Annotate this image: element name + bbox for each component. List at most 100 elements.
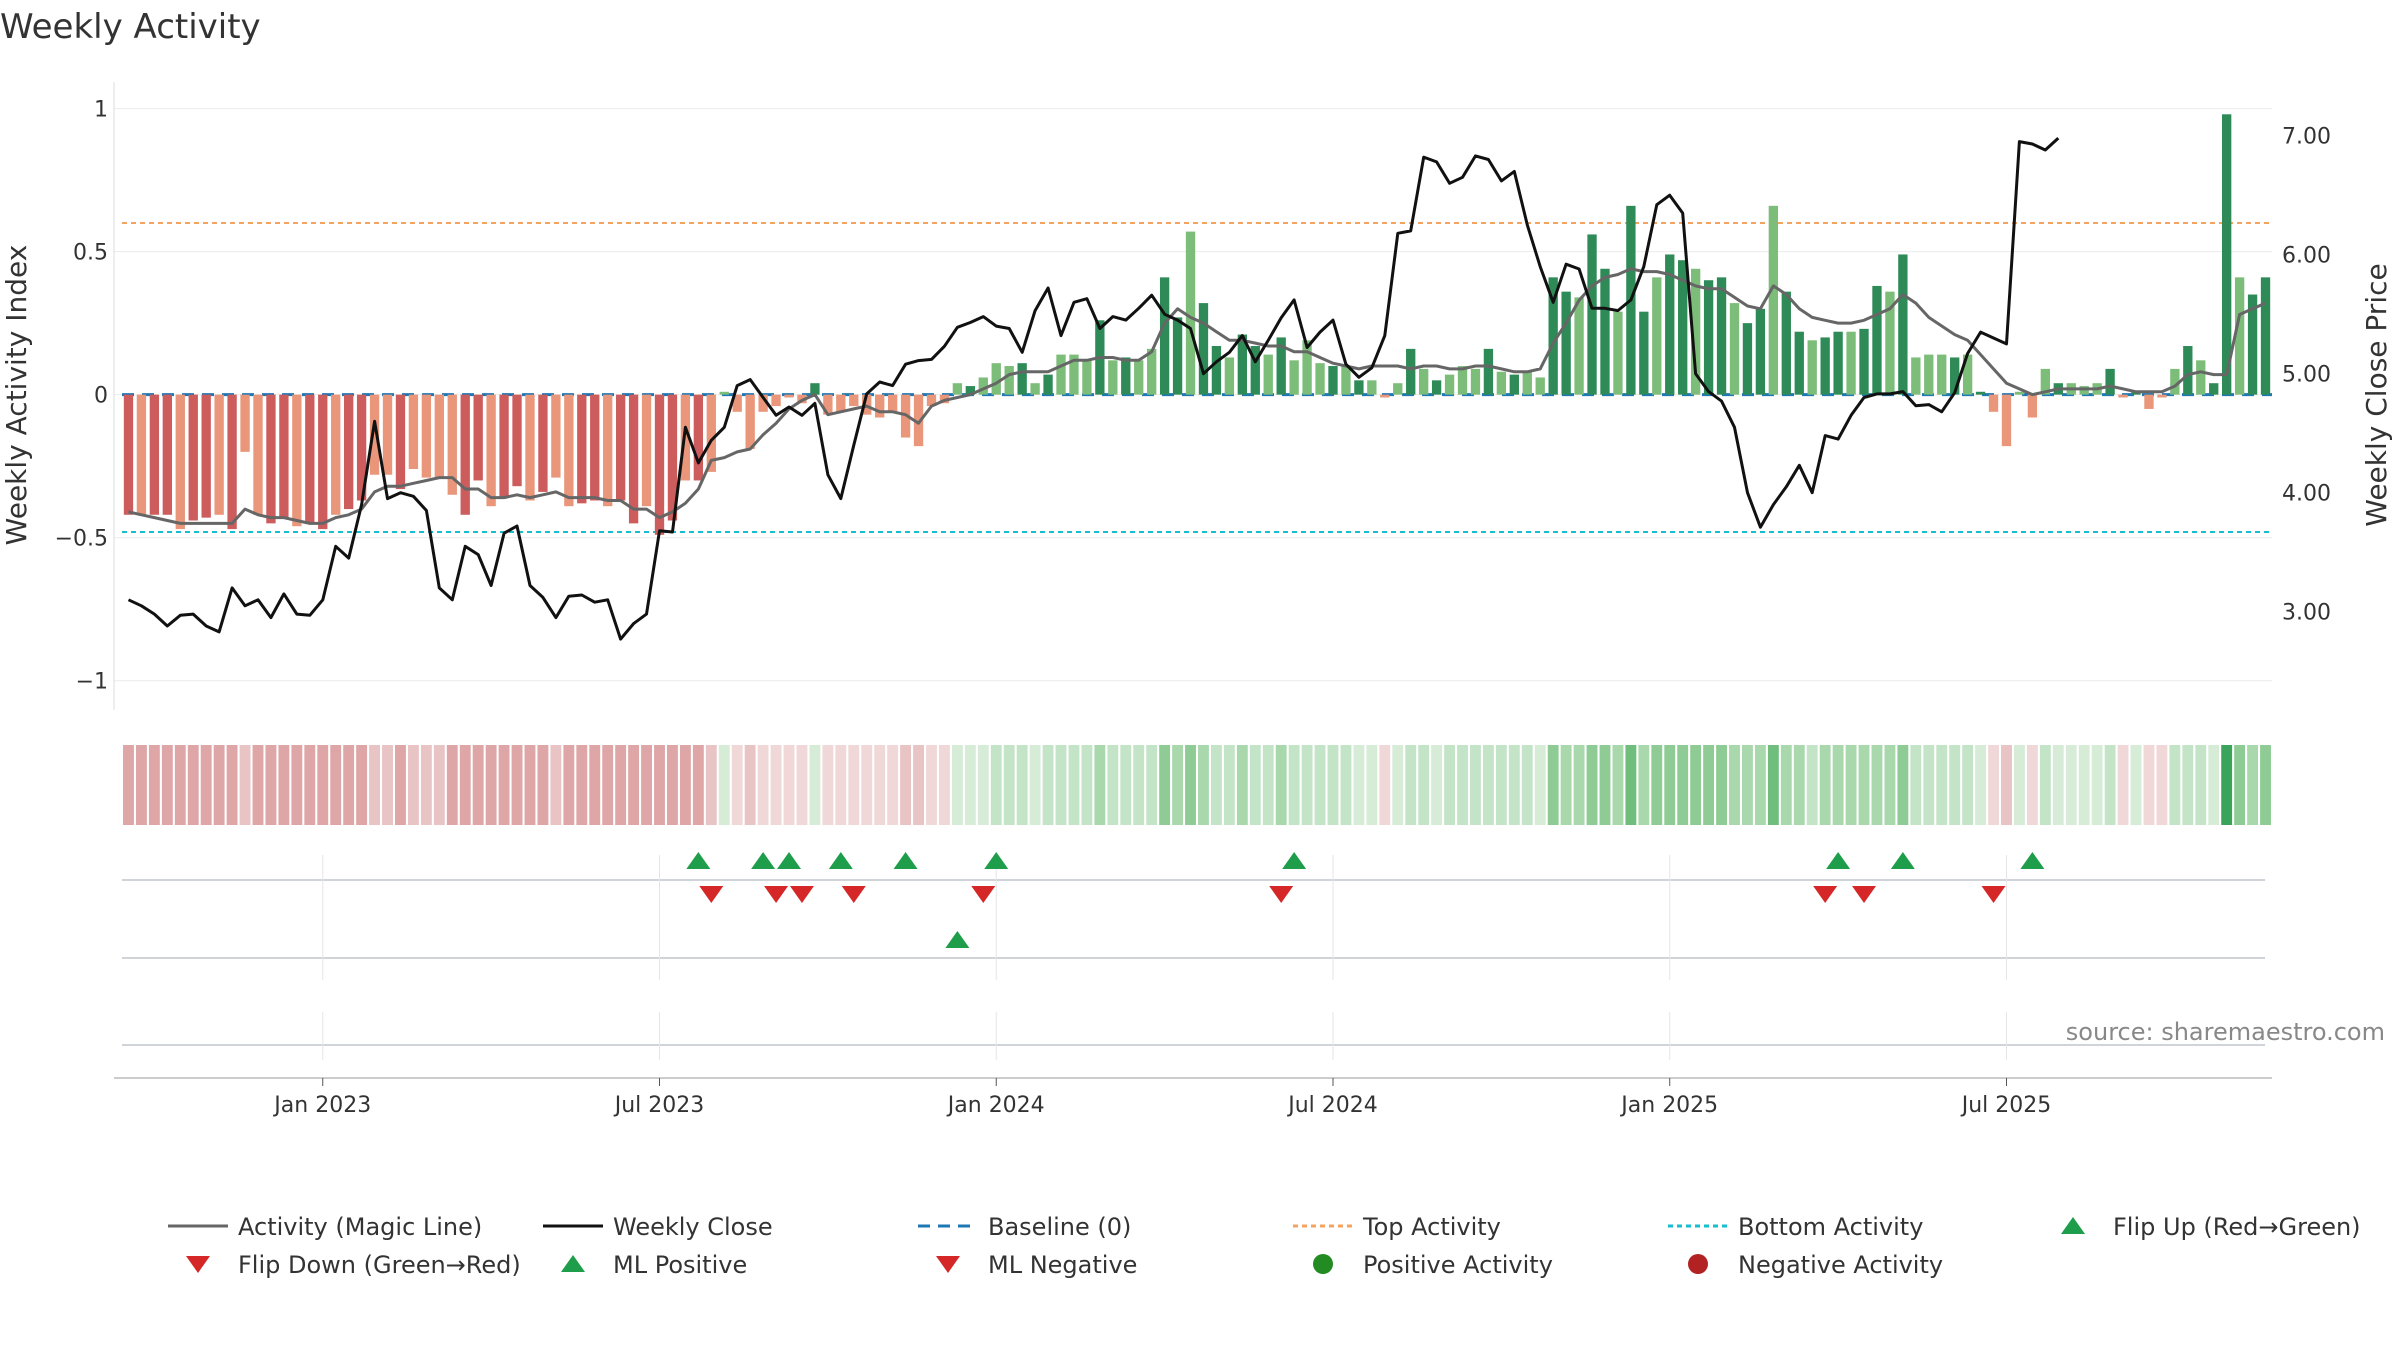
activity-bar [1703,280,1714,395]
heat-cell [602,745,614,825]
heat-cell [1884,745,1896,825]
heat-cell [550,745,562,825]
activity-bar [227,394,237,530]
activity-bar [719,391,729,395]
heat-cell [1003,745,1015,825]
activity-bar [136,394,147,515]
flip-down-marker [1852,886,1877,903]
heat-cell [2130,745,2142,825]
ml-positive-marker [945,931,970,948]
activity-bar [408,394,419,470]
activity-bar [1690,268,1701,395]
legend-ml-negative-label: ML Negative [988,1251,1137,1279]
heat-cell [239,745,251,825]
heat-cell [213,745,225,825]
heat-cell [1470,745,1481,825]
activity-bar [1315,363,1325,395]
activity-bar [654,394,665,535]
activity-bar [1496,371,1507,395]
activity-bar [1937,354,1947,395]
activity-bar [2144,394,2154,409]
activity-bar [1872,285,1882,395]
activity-bar [279,394,289,518]
heat-cell [1780,745,1792,825]
heat-cell [1236,745,1248,825]
activity-bar [1975,391,1986,395]
activity-bar [590,394,600,501]
activity-bar [1820,337,1830,395]
x-tick-label: Jul 2025 [1960,1093,2052,1118]
heat-cell [1029,745,1041,825]
activity-bar [1276,337,1286,395]
activity-bar [1988,394,1999,412]
legend-ml-positive: ML Positive [561,1251,747,1279]
heat-cell [1651,745,1663,825]
source-note: source: sharemaestro.com [2066,1018,2385,1046]
heat-cell [1133,745,1145,825]
activity-bar [1082,360,1092,395]
heat-cell [123,745,134,825]
activity-bar [1859,328,1869,395]
heat-cell [1340,745,1352,825]
legend-positive-activity-label: Positive Activity [1363,1251,1553,1279]
heat-cell [796,745,808,825]
activity-bar [603,394,613,507]
heat-cell [939,745,950,825]
flip-down-marker [699,886,724,903]
activity-bar [2157,394,2167,398]
activity-bar [1263,354,1273,395]
heat-cell [485,745,497,825]
activity-bar [1483,348,1494,395]
heat-cell [1871,745,1883,825]
flip-down-marker [1813,886,1838,903]
heat-cell [964,745,976,825]
heat-cell [265,745,277,825]
activity-bar [641,394,652,507]
y-left-tick-label: 0.5 [73,241,108,266]
activity-bar [1147,348,1157,395]
activity-bar [1185,231,1196,395]
legend-flip-up: Flip Up (Red→Green) [2061,1213,2361,1241]
activity-bar [1548,277,1558,395]
heat-cell [1327,745,1339,825]
legend-positive-activity: Positive Activity [1313,1251,1553,1279]
y-right-tick-label: 7.00 [2282,125,2331,150]
activity-bar [201,394,211,518]
heat-cell [576,745,588,825]
activity-bar [318,394,328,530]
activity-bar [849,394,859,407]
heat-cell [2078,745,2090,825]
heat-cell [1949,745,1961,825]
heat-cell [2026,745,2038,825]
activity-bar [836,394,846,412]
flip-up-marker [777,852,802,869]
activity-bar [1406,348,1416,395]
activity-bar [1056,354,1066,395]
y-left-tick-label: 0 [94,384,108,409]
legend-flip-up-label: Flip Up (Red→Green) [2113,1213,2361,1241]
flip-up-marker [1282,852,1307,869]
heat-cell [2234,745,2246,825]
heat-cell [1405,745,1417,825]
legend-bottom-activity: Bottom Activity [1668,1213,1923,1241]
heat-cell [226,745,238,825]
activity-bar [628,394,639,524]
heat-cell [1677,745,1689,825]
legend-magic-line: Activity (Magic Line) [168,1213,482,1241]
activity-bar [460,394,470,515]
heat-cell [356,745,368,825]
flip-down-marker [1269,886,1294,903]
activity-bar [214,394,224,515]
y-left-tick-label: −1 [76,670,108,695]
activity-bar [2027,394,2038,418]
heat-cell [2052,745,2064,825]
activity-bar [188,394,198,521]
heat-cell [317,745,329,825]
heat-cell [990,745,1002,825]
activity-bar [369,394,380,475]
activity-bar [2001,394,2012,447]
heat-cell [861,745,873,825]
activity-bar [2118,394,2128,398]
heat-cell [1897,745,1909,825]
heat-cell [472,745,484,825]
